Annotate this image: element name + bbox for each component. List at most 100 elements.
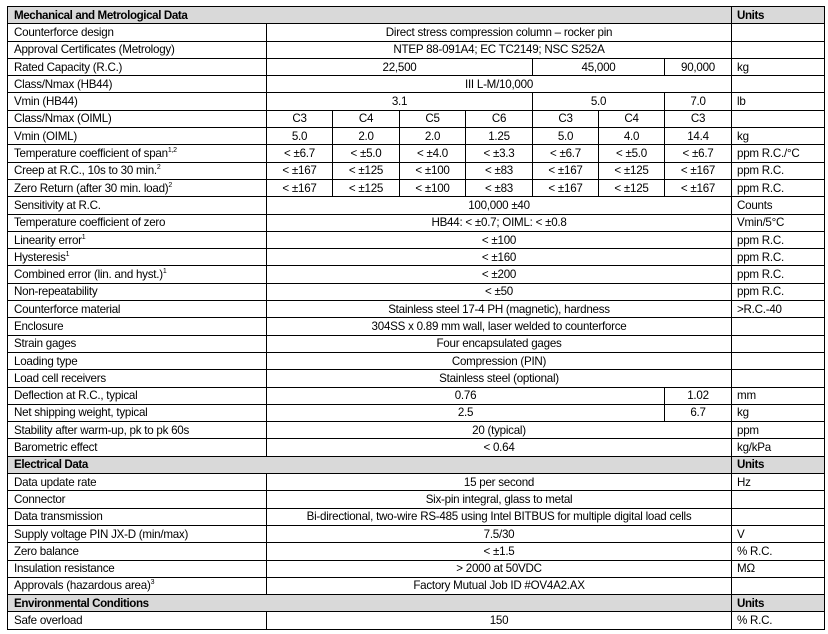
table-row: Stability after warm-up, pk to pk 60s 20 …: [7, 421, 826, 440]
unit-cell: [731, 23, 826, 42]
units-header: Units: [731, 5, 826, 25]
value-cell: < ±167: [532, 161, 599, 180]
table-row: Counterforce material Stainless steel 17-…: [7, 300, 826, 319]
value-cell: < ±6.7: [532, 144, 599, 163]
value-cell: < ±125: [598, 178, 665, 198]
value-cell: < ±167: [663, 161, 733, 180]
value-cell: < ±100: [399, 178, 466, 198]
row-label-text: Approval Certificates (Metrology): [14, 43, 175, 57]
table-row: Loading type Compression (PIN): [7, 351, 826, 371]
table-row: Class/Nmax (OIML) C3 C4 C5 C6 C3 C4 C3: [7, 109, 826, 129]
value-cell: 45,000: [532, 57, 665, 77]
unit-cell: lb: [731, 92, 826, 111]
value-cell: < ±160: [265, 248, 733, 267]
row-label-text: Hysteresis: [14, 250, 66, 264]
table-row: Supply voltage PIN JX-D (min/max) 7.5/30 V: [7, 524, 826, 544]
value-cell: HB44: < ±0.7; OIML: < ±0.8: [265, 213, 733, 232]
row-label: Counterforce material: [7, 300, 267, 319]
value-cell: 100,000 ±40: [265, 196, 733, 215]
value-cell: < ±167: [532, 178, 599, 198]
value-cell: < ±125: [332, 161, 400, 180]
row-label-text: Vmin (HB44): [14, 95, 78, 109]
value-cell: < ±167: [663, 178, 733, 198]
row-label: Connector: [7, 490, 267, 509]
value-cell: 2.0: [399, 127, 466, 146]
row-label: Vmin (OIML): [7, 127, 267, 146]
unit-cell: Hz: [731, 473, 826, 492]
value-cell: 7.0: [663, 92, 733, 111]
row-label: Zero Return (after 30 min. load)2: [7, 178, 267, 198]
unit-cell: >R.C.-40: [731, 300, 826, 319]
table-row: Data update rate 15 per second Hz: [7, 473, 826, 492]
footnote-ref: 1,2: [167, 147, 177, 155]
row-label-text: Class/Nmax (HB44): [14, 77, 113, 91]
value-cell: < ±6.7: [663, 144, 733, 163]
value-cell: Stainless steel 17-4 PH (magnetic), hard…: [265, 300, 733, 319]
row-label-text: Strain gages: [14, 337, 77, 351]
table-row: Data transmission Bi-directional, two-wir…: [7, 507, 826, 526]
value-cell: 22,500: [266, 57, 533, 77]
row-label-text: Counterforce material: [14, 302, 121, 316]
table-row: Rated Capacity (R.C.) 22,500 45,000 90,000 k…: [7, 57, 826, 77]
table-row: Sensitivity at R.C. 100,000 ±40 Counts: [7, 196, 826, 215]
row-label: Temperature coefficient of span1,2: [7, 144, 267, 163]
row-label-text: Net shipping weight, typical: [14, 406, 148, 420]
value-cell: 1.02: [663, 386, 733, 405]
value-cell: < ±5.0: [598, 144, 665, 163]
row-label: Rated Capacity (R.C.): [7, 57, 267, 77]
value-cell: 20 (typical): [265, 421, 733, 440]
unit-cell: [731, 109, 826, 129]
table-row: Vmin (HB44) 3.1 5.0 7.0 lb: [7, 92, 826, 111]
value-cell: Stainless steel (optional): [265, 369, 733, 388]
footnote-ref: 1: [81, 233, 86, 241]
value-cell: Direct stress compression column – rocke…: [265, 23, 733, 42]
value-cell: C4: [598, 109, 665, 129]
row-label: Sensitivity at R.C.: [7, 196, 267, 215]
footnote-ref: 2: [168, 181, 173, 189]
row-label-text: Linearity error: [14, 233, 82, 247]
table-row: Enclosure 304SS x 0.89 mm wall, laser wel…: [7, 317, 826, 336]
table-row: Deflection at R.C., typical 0.76 1.02 mm: [7, 386, 826, 405]
value-cell: 304SS x 0.89 mm wall, laser welded to co…: [265, 317, 733, 336]
unit-cell: kg: [731, 403, 826, 423]
section-title: Environmental Conditions: [6, 594, 733, 613]
row-label-text: Counterforce design: [14, 25, 114, 39]
value-cell: C3: [663, 109, 733, 129]
value-cell: III L-M/10,000: [265, 75, 733, 94]
unit-cell: ppm R.C.: [731, 248, 826, 267]
value-cell: C6: [465, 109, 533, 129]
row-label-text: Enclosure: [14, 319, 64, 333]
value-cell: 90,000: [663, 57, 733, 77]
value-cell: 150: [265, 611, 733, 630]
unit-cell: % R.C.: [731, 542, 826, 561]
row-label: Non-repeatability: [7, 282, 267, 302]
unit-cell: [731, 40, 826, 59]
unit-cell: [731, 75, 826, 94]
unit-cell: % R.C.: [731, 611, 826, 630]
value-cell: 3.1: [266, 92, 533, 111]
table-row: Counterforce design Direct stress compres…: [7, 23, 826, 42]
row-label: Strain gages: [7, 334, 267, 353]
unit-cell: ppm R.C.: [731, 161, 826, 180]
unit-cell: ppm R.C./°C: [731, 144, 826, 163]
row-label: Data update rate: [7, 473, 267, 492]
value-cell: 15 per second: [265, 473, 733, 492]
table-row: Connector Six-pin integral, glass to meta…: [7, 490, 826, 509]
value-cell: 7.5/30: [265, 524, 733, 544]
unit-cell: ppm: [731, 421, 826, 440]
value-cell: 4.0: [598, 127, 665, 146]
unit-cell: ppm R.C.: [731, 230, 826, 250]
row-label-text: Data update rate: [14, 475, 97, 489]
row-label-text: Deflection at R.C., typical: [14, 389, 138, 403]
row-label: Class/Nmax (OIML): [7, 109, 267, 129]
unit-cell: Counts: [731, 196, 826, 215]
value-cell: < ±125: [332, 178, 400, 198]
value-cell: 5.0: [266, 127, 333, 146]
value-cell: < ±100: [399, 161, 466, 180]
value-cell: C3: [266, 109, 333, 129]
row-label: Counterforce design: [7, 23, 267, 42]
section-title: Mechanical and Metrological Data: [6, 5, 733, 25]
row-label-text: Combined error (lin. and hyst.): [14, 268, 163, 282]
row-label-text: Non-repeatability: [14, 285, 98, 299]
table-row: Class/Nmax (HB44) III L-M/10,000: [7, 75, 826, 94]
